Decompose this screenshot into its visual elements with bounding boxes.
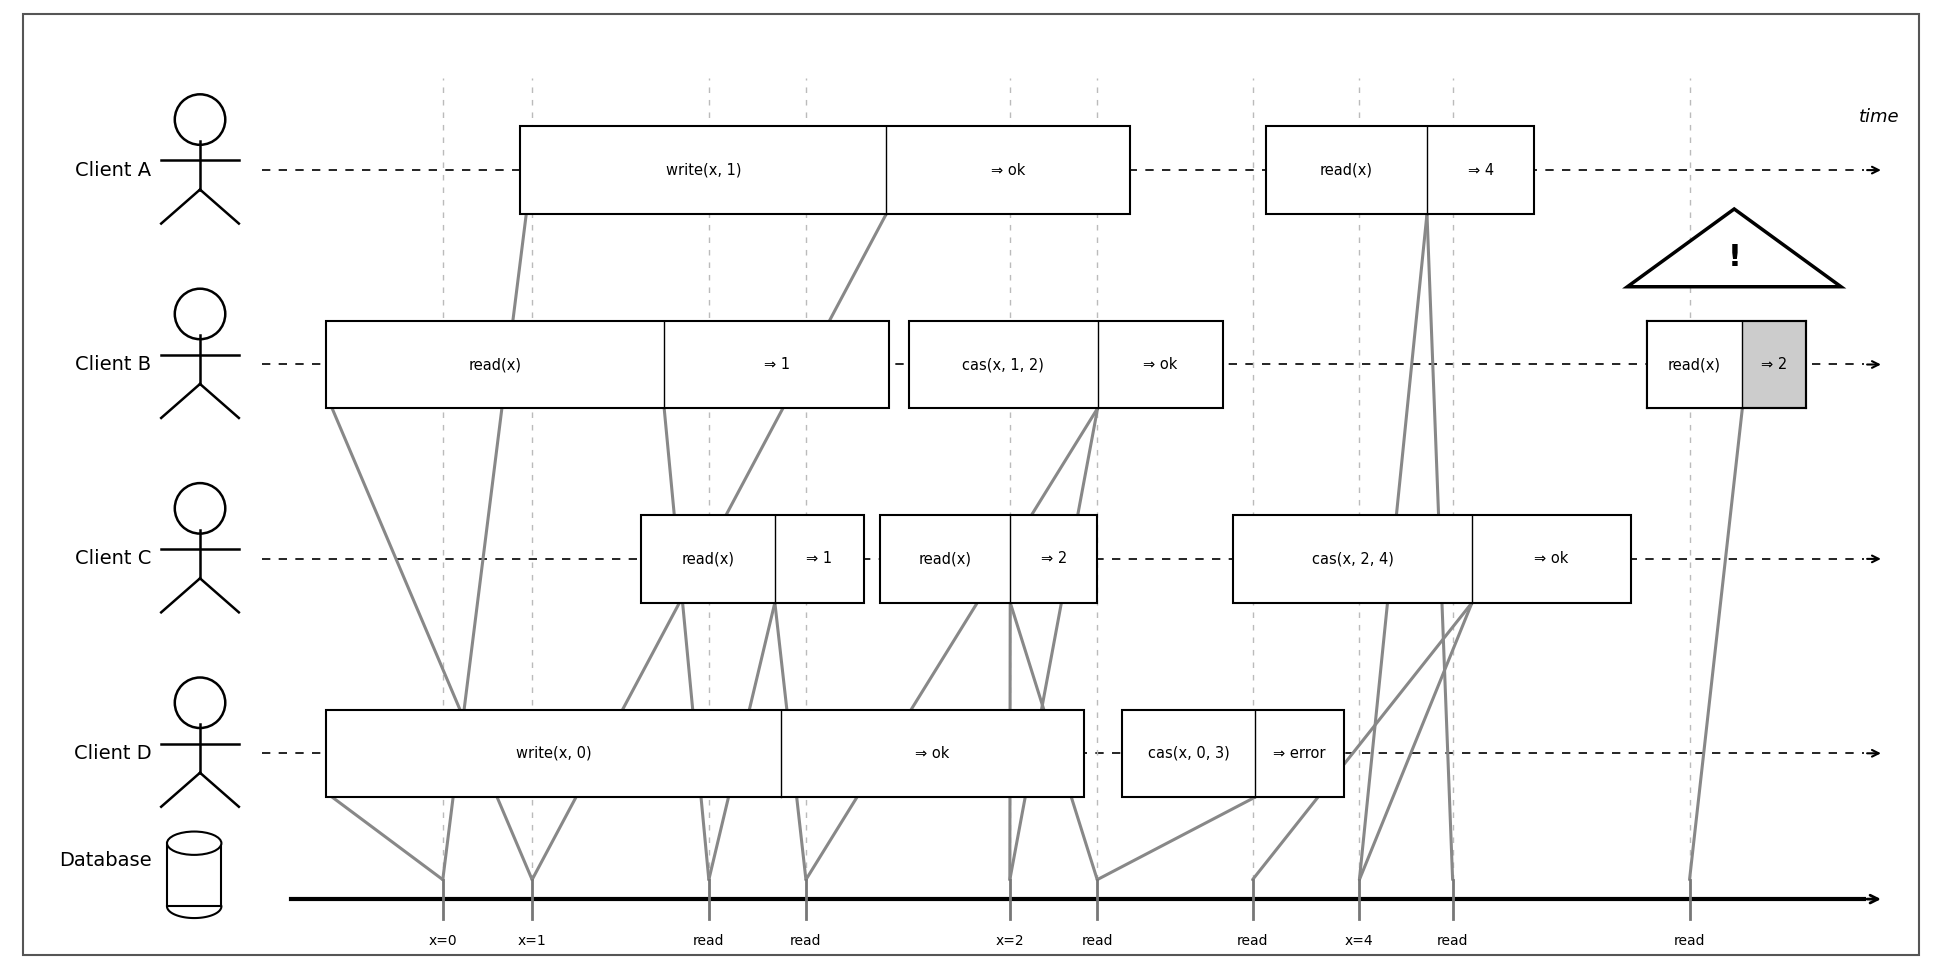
Text: Database: Database [58, 850, 151, 870]
Text: ⇒ 1: ⇒ 1 [806, 551, 833, 567]
Bar [520, 126, 1130, 214]
Text: read: read [1437, 934, 1468, 948]
Text: read(x): read(x) [1321, 162, 1373, 178]
Text: ⇒ 4: ⇒ 4 [1468, 162, 1493, 178]
Ellipse shape [175, 483, 225, 534]
Bar [909, 321, 1223, 408]
Bar [641, 515, 864, 603]
Bar [1266, 126, 1534, 214]
Bar [1233, 515, 1631, 603]
Bar [1122, 710, 1344, 797]
Bar [880, 515, 1097, 603]
Ellipse shape [175, 289, 225, 339]
Polygon shape [1627, 209, 1841, 287]
Text: read: read [790, 934, 821, 948]
Text: Client D: Client D [74, 744, 151, 763]
Text: read(x): read(x) [682, 551, 734, 567]
Text: read(x): read(x) [919, 551, 971, 567]
Text: ⇒ 1: ⇒ 1 [763, 357, 790, 372]
Text: ⇒ ok: ⇒ ok [915, 746, 950, 761]
Text: ⇒ 2: ⇒ 2 [1761, 357, 1787, 372]
Text: x=0: x=0 [429, 934, 456, 948]
Bar [326, 321, 889, 408]
Text: x=4: x=4 [1346, 934, 1373, 948]
Text: read: read [1082, 934, 1113, 948]
Text: x=2: x=2 [996, 934, 1023, 948]
Ellipse shape [167, 832, 221, 855]
Text: Client B: Client B [76, 355, 151, 374]
Text: read(x): read(x) [1668, 357, 1721, 372]
Bar [1647, 321, 1742, 408]
Text: read: read [1674, 934, 1705, 948]
Text: time: time [1858, 108, 1899, 125]
Text: x=1: x=1 [519, 934, 546, 948]
Text: write(x, 0): write(x, 0) [517, 746, 590, 761]
Text: ⇒ error: ⇒ error [1274, 746, 1326, 761]
Text: Client A: Client A [76, 160, 151, 180]
Bar [326, 710, 1084, 797]
Text: Client C: Client C [76, 549, 151, 569]
Text: ⇒ ok: ⇒ ok [1534, 551, 1569, 567]
Bar [167, 843, 221, 906]
Ellipse shape [175, 94, 225, 145]
Text: cas(x, 1, 2): cas(x, 1, 2) [963, 357, 1045, 372]
Text: write(x, 1): write(x, 1) [666, 162, 742, 178]
Text: !: ! [1726, 243, 1742, 272]
Text: read(x): read(x) [468, 357, 522, 372]
Text: read: read [693, 934, 724, 948]
Bar [1647, 321, 1806, 408]
Text: ⇒ ok: ⇒ ok [1144, 357, 1177, 372]
Text: cas(x, 2, 4): cas(x, 2, 4) [1311, 551, 1394, 567]
Text: read: read [1237, 934, 1268, 948]
Text: ⇒ ok: ⇒ ok [990, 162, 1025, 178]
Ellipse shape [175, 677, 225, 728]
Text: cas(x, 0, 3): cas(x, 0, 3) [1148, 746, 1229, 761]
Text: ⇒ 2: ⇒ 2 [1041, 551, 1066, 567]
